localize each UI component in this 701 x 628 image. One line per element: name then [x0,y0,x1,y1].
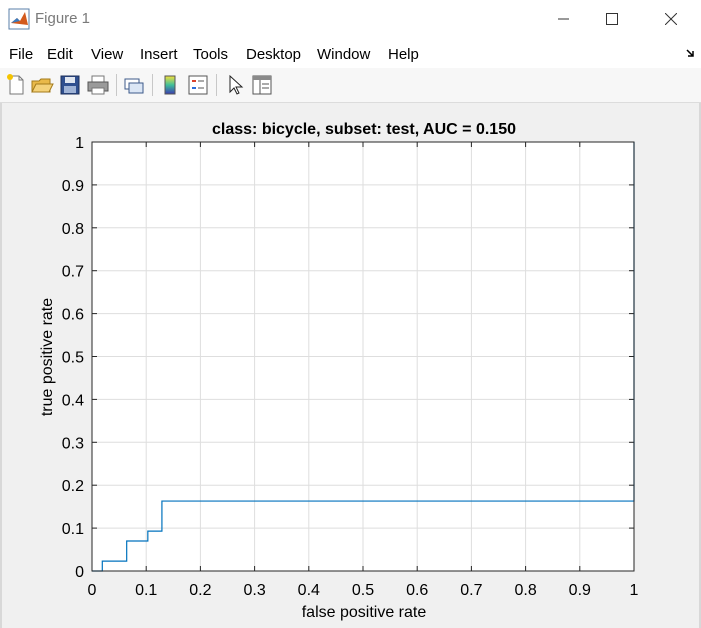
x-tick-label: 0.3 [243,582,265,599]
property-inspector-icon[interactable] [250,73,274,97]
y-tick-label: 0.8 [62,221,84,238]
x-tick-label: 0.2 [189,582,211,599]
y-tick-label: 0.5 [62,350,84,367]
y-tick-label: 0.1 [62,521,84,538]
save-icon[interactable] [58,73,82,97]
y-tick-label: 0.7 [62,264,84,281]
toolbar [0,68,701,103]
print-icon[interactable] [86,73,110,97]
x-tick-label: 0.9 [569,582,591,599]
x-tick-label: 0 [88,582,97,599]
x-axis-ticks: 0 0.1 0.2 0.3 0.4 0.5 0.6 0.7 0.8 0.9 1 [88,142,639,599]
y-tick-label: 0.4 [62,392,84,409]
x-tick-label: 0.1 [135,582,157,599]
x-tick-label: 0.7 [460,582,482,599]
menu-edit[interactable]: Edit [47,46,73,63]
minimize-button[interactable] [541,0,587,39]
roc-series [92,142,635,572]
y-tick-label: 0.3 [62,435,84,452]
minimize-icon [558,18,569,20]
chart-title: class: bicycle, subset: test, AUC = 0.15… [212,121,516,138]
open-file-icon[interactable] [30,73,54,97]
menu-tools[interactable]: Tools [193,46,229,63]
menu-desktop[interactable]: Desktop [246,46,302,63]
menu-window[interactable]: Window [317,46,371,63]
close-icon [665,13,677,25]
menu-help[interactable]: Help [388,46,419,63]
window-left-edge [0,103,2,628]
maximize-button[interactable] [589,0,635,39]
link-plot-icon[interactable] [122,73,146,97]
y-tick-label: 0.6 [62,307,84,324]
new-figure-icon[interactable] [4,73,28,97]
edit-plot-icon[interactable] [224,73,248,97]
y-tick-label: 1 [75,135,84,152]
y-tick-label: 0 [75,564,84,581]
y-axis-label: true positive rate [39,298,56,416]
y-tick-label: 0.2 [62,478,84,495]
x-tick-label: 0.8 [514,582,536,599]
menu-bar: File Edit View Insert Tools Desktop Wind… [0,39,701,68]
title-bar: Figure 1 [0,0,701,39]
menu-view[interactable]: View [91,46,124,63]
window-title: Figure 1 [35,10,91,27]
toolbar-separator [116,74,117,96]
legend-icon[interactable] [186,73,210,97]
window-right-edge [699,103,701,628]
toolbar-separator [152,74,153,96]
y-tick-label: 0.9 [62,178,84,195]
x-tick-label: 1 [630,582,639,599]
close-button[interactable] [648,0,694,39]
menu-file[interactable]: File [9,46,34,63]
roc-curve-line [92,142,635,572]
toolbar-separator [216,74,217,96]
x-tick-label: 0.4 [298,582,320,599]
x-axis-label: false positive rate [302,604,427,621]
menu-insert[interactable]: Insert [140,46,178,63]
dock-arrow-icon[interactable] [686,48,696,58]
x-tick-label: 0.6 [406,582,428,599]
x-tick-label: 0.5 [352,582,374,599]
maximize-icon [606,13,618,25]
matlab-logo-icon [8,8,30,30]
colorbar-icon[interactable] [158,73,182,97]
plot-frame [91,141,635,572]
